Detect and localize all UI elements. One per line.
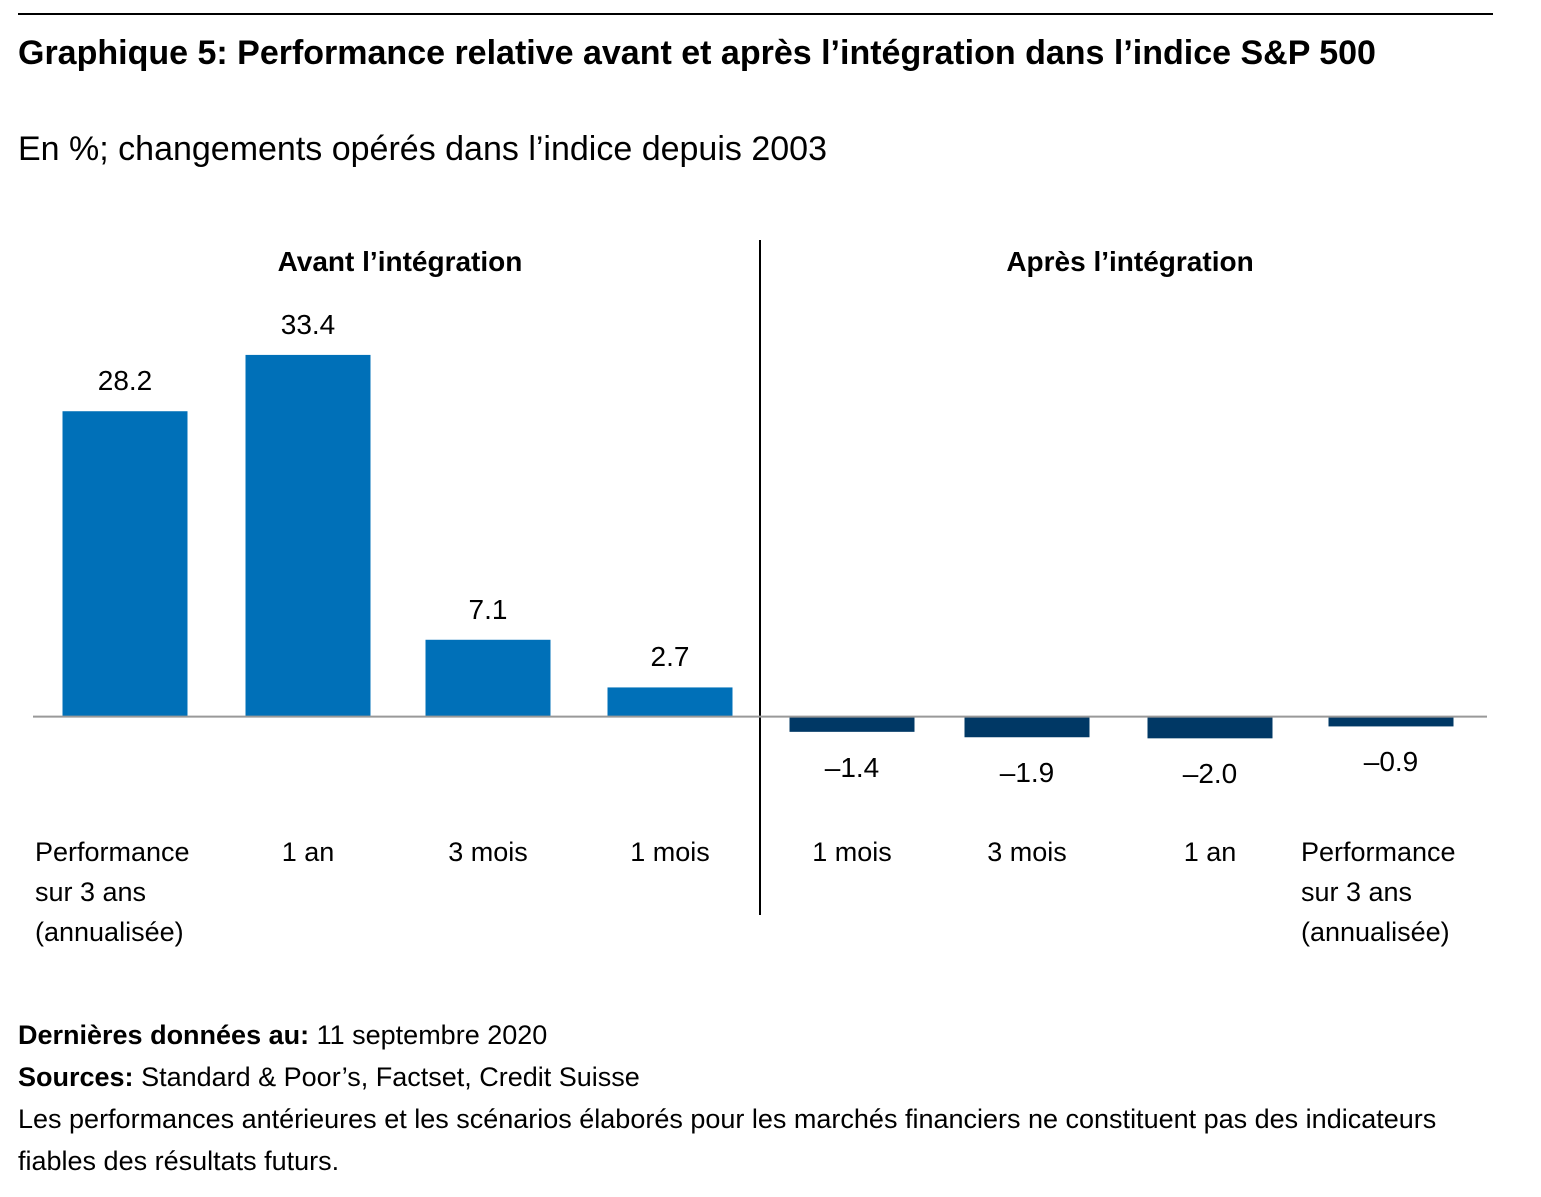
x-tick-label: 3 mois [398,832,578,872]
bar [62,411,188,717]
value-label: 2.7 [650,641,690,673]
x-tick-label: 3 mois [937,832,1117,872]
bar [425,639,551,717]
x-tick-label: Performance sur 3 ans (annualisée) [1301,832,1481,952]
chart-title: Graphique 5: Performance relative avant … [18,34,1376,72]
category-text: 3 mois [448,837,528,867]
footer-disclaimer: Les performances antérieures et les scén… [18,1104,1437,1176]
category-text: 1 mois [812,837,892,867]
value-label: –0.9 [1363,746,1419,778]
footer-label: Dernières données au: [18,1020,310,1050]
footer-date: Dernières données au: 11 septembre 2020 [18,1014,1478,1056]
value-label: 33.4 [280,308,336,340]
value-label: 28.2 [97,365,153,397]
category-text: 1 mois [630,837,710,867]
value-label: –1.4 [824,751,880,783]
x-tick-label: Performance sur 3 ans (annualisée) [35,832,215,952]
footer-sources: Sources: Standard & Poor’s, Factset, Cre… [18,1056,1478,1098]
x-tick-label: 1 mois [762,832,942,872]
category-text: 3 mois [987,837,1067,867]
group-heading: Avant l’intégration [277,246,523,277]
x-tick-label: 1 an [1120,832,1300,872]
bar [964,716,1090,738]
x-tick-label: 1 an [218,832,398,872]
category-text: 1 an [281,837,335,867]
group-heading: Après l’intégration [1006,246,1254,277]
chart-subtitle: En %; changements opérés dans l’indice d… [18,130,827,168]
value-label: –2.0 [1182,758,1238,790]
value-label: –1.9 [999,757,1055,789]
footer-label: Sources: [18,1062,134,1092]
bar [607,687,733,717]
bar [245,354,371,717]
category-text: 1 an [1183,837,1237,867]
category-text: Performance sur 3 ans (annualisée) [1301,837,1456,947]
value-label: 7.1 [468,593,508,625]
footer-text: Standard & Poor’s, Factset, Credit Suiss… [141,1062,640,1092]
category-text: Performance sur 3 ans (annualisée) [35,837,190,947]
footer-text: 11 septembre 2020 [316,1020,548,1050]
x-tick-label: 1 mois [580,832,760,872]
bar [1147,716,1273,739]
bar [789,716,915,732]
bar [1328,716,1454,727]
